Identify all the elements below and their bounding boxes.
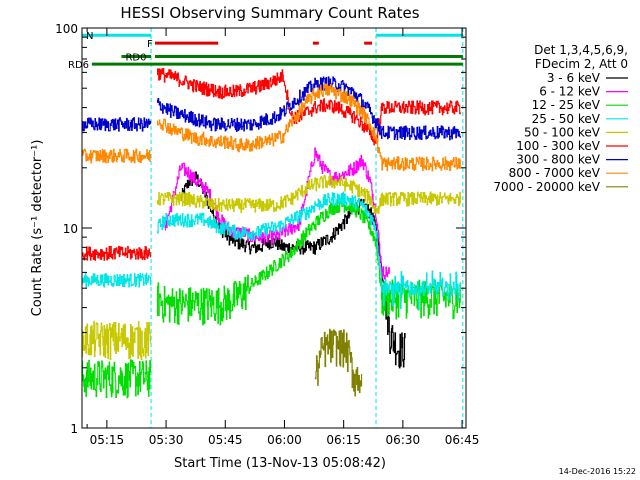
x-tick-label: 06:30 — [386, 433, 421, 447]
x-tick-label: 06:00 — [267, 433, 302, 447]
flag-label-rd6: RD6 — [68, 60, 89, 71]
axis-layer: 05:15 05:30 05:45 06:00 06:15 06:30 06:45 1 10 10… — [55, 22, 479, 447]
series-line — [82, 76, 461, 141]
series-layer — [82, 28, 464, 428]
legend-entry-label: 800 - 7000 keV — [509, 166, 601, 180]
series-6-12-kevkev — [164, 147, 390, 280]
series-line — [82, 191, 461, 310]
y-tick-label: 1 — [70, 422, 78, 436]
x-axis-label: Start Time (13-Nov-13 05:08:42) — [174, 456, 386, 471]
x-tick-label: 05:15 — [90, 433, 125, 447]
series-line — [164, 147, 390, 280]
flag-label-f: F — [147, 39, 153, 50]
chart-title: HESSI Observing Summary Count Rates — [120, 4, 419, 22]
series-line — [82, 68, 461, 261]
legend-entry-label: 7000 - 20000 keV — [493, 180, 600, 194]
legend-entry-label: 100 - 300 keV — [516, 139, 600, 153]
flag-label-n: N — [86, 31, 93, 42]
series-800-7000-kevkev — [82, 83, 461, 172]
series-100-300-kevkev — [82, 68, 461, 261]
legend-header-line: FDecim 2, Att 0 — [535, 57, 628, 71]
legend-entry-label: 12 - 25 keV — [532, 98, 601, 112]
legend: Det 1,3,4,5,6,9, FDecim 2, Att 0 3 - 6 k… — [493, 43, 628, 194]
date-stamp: 14-Dec-2016 15:22 — [559, 467, 636, 476]
flag-label-rd0: RD0 — [125, 53, 146, 64]
series-300-800-kevkev — [82, 76, 461, 141]
series-7000-20000-kevkev — [314, 328, 363, 397]
x-tick-label: 06:45 — [445, 433, 480, 447]
series-25-50-kevkev — [82, 191, 461, 310]
series-line — [314, 328, 363, 397]
series-50-100-kevkev — [82, 175, 461, 361]
legend-entry-label: 50 - 100 keV — [524, 125, 601, 139]
y-tick-label: 100 — [55, 22, 78, 36]
x-tick-label: 05:45 — [208, 433, 243, 447]
series-line — [82, 83, 461, 172]
legend-header-line: Det 1,3,4,5,6,9, — [534, 43, 628, 57]
legend-entry-label: 3 - 6 keV — [547, 71, 601, 85]
x-tick-label: 06:15 — [326, 433, 361, 447]
x-tick-label: 05:30 — [149, 433, 184, 447]
legend-entry-label: 300 - 800 keV — [516, 153, 600, 167]
y-tick-label: 10 — [63, 222, 78, 236]
series-line — [82, 175, 461, 361]
y-axis-label: Count Rate (s⁻¹ detector⁻¹) — [30, 140, 45, 317]
legend-entry-label: 25 - 50 keV — [532, 112, 601, 126]
legend-entry-label: 6 - 12 keV — [539, 85, 601, 99]
